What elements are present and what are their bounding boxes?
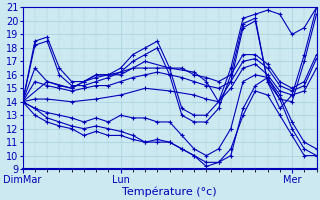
X-axis label: Température (°c): Température (°c) bbox=[122, 186, 217, 197]
